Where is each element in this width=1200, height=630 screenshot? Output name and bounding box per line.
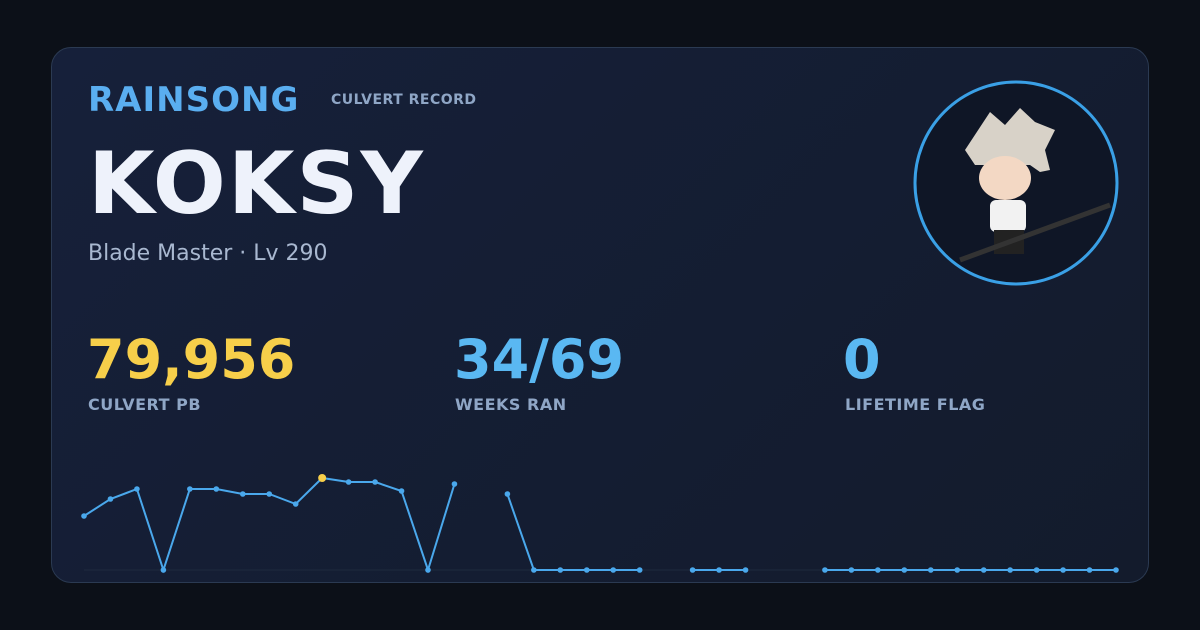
point <box>318 474 327 482</box>
stat-label: CULVERT PB <box>88 395 202 414</box>
brand: RAINSONG <box>88 80 300 120</box>
avatar-body <box>990 200 1026 232</box>
point <box>610 567 617 573</box>
subtitle: CULVERT RECORD <box>331 92 477 108</box>
point <box>372 479 378 485</box>
point <box>848 567 855 573</box>
point <box>636 567 643 573</box>
stat-label: WEEKS RAN <box>455 395 567 414</box>
point <box>716 567 722 573</box>
player-name: KOKSY <box>88 134 425 234</box>
point <box>954 567 961 573</box>
point <box>1113 567 1119 573</box>
point <box>345 479 352 485</box>
avatar-face <box>979 156 1031 200</box>
point <box>557 567 564 573</box>
point <box>927 567 934 573</box>
point <box>689 567 696 573</box>
point <box>81 513 87 519</box>
point <box>504 491 511 497</box>
point <box>1086 567 1093 573</box>
avatar-hair <box>965 108 1055 172</box>
avatar <box>913 80 1119 286</box>
point <box>1033 567 1040 573</box>
point <box>107 496 114 502</box>
point <box>187 486 193 492</box>
point <box>292 501 299 507</box>
point <box>239 491 246 497</box>
stat-value: 0 <box>843 328 881 391</box>
stat-label: LIFETIME FLAG <box>845 395 986 414</box>
stat-value: 79,956 <box>87 328 296 391</box>
avatar-weapon <box>959 202 1111 263</box>
player-info: Blade Master · Lv 290 <box>88 241 328 266</box>
point <box>1007 567 1013 573</box>
point <box>822 567 828 573</box>
point <box>875 567 881 573</box>
point <box>742 567 749 573</box>
point <box>134 486 140 492</box>
stat-value: 34/69 <box>454 328 625 391</box>
point <box>980 567 987 573</box>
point <box>425 567 431 573</box>
point <box>531 567 537 573</box>
sparkline <box>506 493 640 571</box>
point <box>213 486 220 492</box>
point <box>160 567 167 573</box>
point <box>901 567 908 573</box>
point <box>266 491 273 497</box>
point <box>583 567 590 573</box>
point <box>451 481 458 487</box>
point <box>1060 567 1066 573</box>
point <box>398 488 405 494</box>
